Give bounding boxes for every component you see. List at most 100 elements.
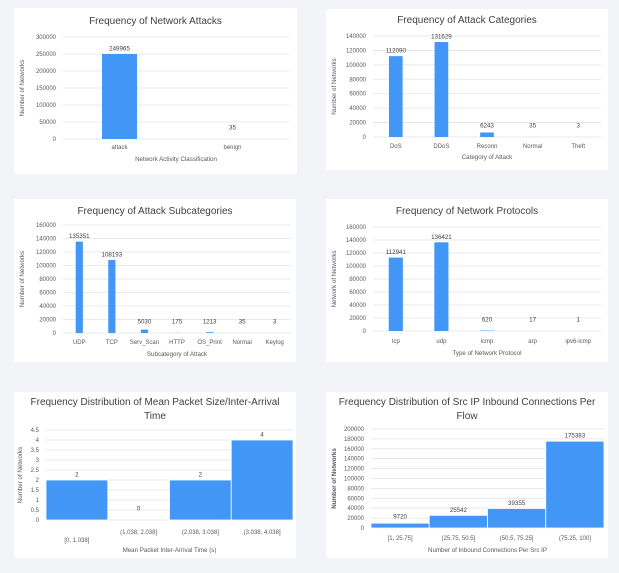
bar bbox=[169, 479, 232, 521]
x-tick-label: icmp bbox=[481, 339, 494, 345]
y-tick-label: 140000 bbox=[344, 457, 365, 463]
y-tick-label: 50000 bbox=[39, 120, 56, 126]
y-tick-label: 1 bbox=[36, 498, 40, 504]
bar bbox=[230, 439, 294, 521]
chart-network-attacks: Frequency of Network Attacks 0 50000 100000… bbox=[14, 8, 297, 174]
y-tick-label: 80000 bbox=[347, 486, 364, 492]
bar bbox=[545, 440, 605, 529]
x-tick-label: Keylog bbox=[266, 340, 284, 346]
data-label: 35 bbox=[229, 125, 236, 132]
x-tick-label: (50.5, 75.25] bbox=[500, 536, 534, 542]
data-label: 175 bbox=[172, 319, 183, 326]
y-tick-label: 0 bbox=[53, 137, 57, 143]
y-tick-label: 140000 bbox=[36, 237, 57, 243]
bar bbox=[370, 522, 430, 529]
x-tick-label: TCP bbox=[106, 340, 118, 346]
x-tick-label: DoS bbox=[390, 144, 402, 150]
y-axis-label: Network of Networks bbox=[331, 250, 338, 307]
data-label: 5030 bbox=[138, 319, 152, 326]
y-tick-label: 60000 bbox=[349, 290, 366, 296]
chart-title: Frequency of Network Attacks bbox=[89, 16, 222, 27]
y-tick-label: 120000 bbox=[36, 250, 57, 256]
y-tick-label: 120000 bbox=[346, 48, 367, 54]
y-tick-label: 20000 bbox=[349, 121, 366, 127]
bar bbox=[205, 332, 214, 333]
x-tick-label: (75.25, 100] bbox=[559, 536, 591, 542]
y-tick-label: 40000 bbox=[349, 303, 366, 309]
x-tick-label: (3.038, 4.038] bbox=[244, 530, 281, 536]
y-tick-label: 80000 bbox=[39, 277, 56, 283]
bar bbox=[101, 54, 138, 139]
y-axis-label: Number of Networks bbox=[19, 60, 26, 116]
data-label: 35 bbox=[529, 123, 536, 130]
data-label: 6243 bbox=[480, 123, 494, 130]
data-label: 112090 bbox=[386, 48, 407, 55]
bar bbox=[388, 257, 403, 331]
data-label: 249965 bbox=[109, 46, 130, 53]
data-label: 2 bbox=[75, 472, 79, 479]
y-tick-label: 200000 bbox=[36, 69, 57, 75]
data-label: 620 bbox=[482, 317, 493, 324]
y-tick-label: 300000 bbox=[36, 35, 57, 41]
chart-title: Frequency of Attack Categories bbox=[397, 15, 537, 26]
x-axis-label: Category of Attack bbox=[462, 154, 513, 161]
y-tick-label: 120000 bbox=[346, 251, 367, 257]
y-tick-label: 160000 bbox=[344, 447, 365, 453]
x-tick-label: HTTP bbox=[169, 340, 185, 346]
y-axis-label: Number of Networks bbox=[331, 58, 338, 114]
y-tick-label: 100000 bbox=[36, 103, 57, 109]
y-tick-label: 200000 bbox=[344, 427, 365, 433]
x-tick-label: benign bbox=[223, 145, 241, 151]
y-axis-label: Number of Networks bbox=[19, 251, 26, 307]
chart-inbound-connections-histogram: Frequency Distribution of Src IP Inbound… bbox=[326, 392, 608, 558]
bar bbox=[108, 259, 116, 333]
bar bbox=[45, 479, 109, 521]
y-tick-label: 180000 bbox=[344, 437, 365, 443]
y-tick-label: 40000 bbox=[39, 304, 56, 310]
y-tick-label: 60000 bbox=[39, 291, 56, 297]
y-tick-label: 0 bbox=[36, 518, 40, 524]
y-tick-label: 20000 bbox=[349, 316, 366, 322]
chart-title: Time bbox=[144, 411, 166, 422]
y-tick-label: 140000 bbox=[346, 238, 367, 244]
x-tick-label: Normal bbox=[523, 144, 542, 150]
bar bbox=[434, 42, 449, 137]
y-tick-label: 80000 bbox=[349, 77, 366, 83]
bar bbox=[434, 242, 449, 331]
x-tick-label: udp bbox=[436, 339, 447, 345]
y-axis-label: Number of Networks bbox=[331, 448, 338, 509]
y-tick-label: 20000 bbox=[39, 318, 56, 324]
data-label: 4 bbox=[260, 432, 264, 439]
y-tick-label: 4.5 bbox=[31, 428, 40, 434]
y-tick-label: 0 bbox=[53, 331, 57, 337]
y-tick-label: 3 bbox=[36, 458, 40, 464]
data-label: 2 bbox=[199, 472, 203, 479]
bar bbox=[140, 329, 149, 333]
data-label: 135351 bbox=[69, 233, 90, 240]
data-label: 175383 bbox=[565, 433, 586, 440]
chart-title: Frequency Distribution of Src IP Inbound… bbox=[339, 397, 596, 408]
data-label: 17 bbox=[529, 317, 536, 324]
data-label: 1213 bbox=[203, 319, 217, 326]
bar bbox=[480, 132, 494, 137]
data-label: 1 bbox=[576, 317, 580, 324]
y-tick-label: 20000 bbox=[347, 516, 364, 522]
y-tick-label: 160000 bbox=[36, 223, 57, 229]
x-axis-label: Network Activity Classification bbox=[135, 156, 217, 163]
y-tick-label: 4 bbox=[36, 438, 40, 444]
y-tick-label: 250000 bbox=[36, 52, 57, 58]
x-tick-label: (25.75, 50.5] bbox=[442, 536, 476, 542]
data-label: 39355 bbox=[508, 500, 526, 507]
y-axis-label: Number of Networks bbox=[17, 447, 24, 503]
x-tick-label: Reconn bbox=[477, 144, 498, 150]
y-tick-label: 0 bbox=[363, 135, 367, 141]
y-tick-label: 2 bbox=[36, 478, 40, 484]
data-label: 3 bbox=[576, 123, 580, 130]
data-label: 9720 bbox=[393, 514, 407, 521]
x-tick-label: (1.038, 2.038] bbox=[120, 530, 157, 536]
x-tick-label: tcp bbox=[392, 339, 401, 345]
data-label: 112941 bbox=[386, 249, 407, 256]
y-tick-label: 100000 bbox=[344, 477, 365, 483]
y-tick-label: 80000 bbox=[349, 277, 366, 283]
x-tick-label: UDP bbox=[73, 340, 86, 346]
